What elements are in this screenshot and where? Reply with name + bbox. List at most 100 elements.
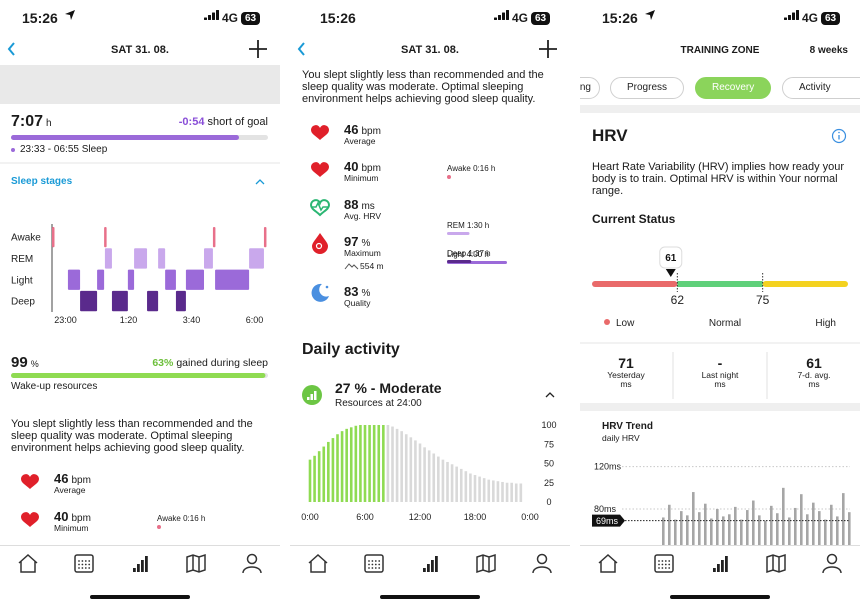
resources-number: 99	[11, 354, 28, 371]
tab[interactable]: Recovery	[695, 77, 771, 99]
bar	[806, 514, 809, 545]
metric-value: 46 bpm	[54, 470, 91, 488]
bar	[492, 480, 495, 502]
signal-bar	[784, 17, 787, 20]
nav-calendar-dot	[668, 563, 671, 566]
bar	[377, 425, 381, 502]
stat-value: 61	[806, 355, 822, 371]
metric-label: Average	[54, 485, 86, 495]
x-tick-label: 3:40	[183, 315, 201, 325]
info-icon	[831, 128, 847, 144]
nav-profile-head	[826, 553, 838, 565]
bar	[432, 453, 436, 502]
nav-calendar-dot	[668, 567, 671, 569]
nav-stats	[717, 564, 720, 572]
stage-total-bar	[447, 260, 472, 263]
stage-segment	[80, 290, 98, 312]
bar	[437, 456, 440, 502]
bar	[336, 434, 339, 502]
back-button	[7, 42, 15, 56]
back-button	[297, 42, 305, 56]
stage-segment	[249, 248, 264, 269]
bar	[746, 510, 749, 545]
metric-number: 40	[344, 159, 359, 174]
stage-segment	[111, 290, 128, 312]
hrv-description: Heart Rate Variability (HRV) implies how…	[592, 161, 845, 197]
signal-bar	[792, 12, 795, 20]
bar	[510, 482, 513, 502]
metric-unit: bpm	[361, 126, 381, 137]
bar	[698, 512, 701, 545]
sleep-note: You slept slightly less than recommended…	[11, 418, 253, 454]
info-icon-dot	[838, 131, 840, 134]
gauge-marker-pointer	[665, 269, 676, 277]
signal-bar	[506, 10, 509, 20]
nav-home	[308, 553, 328, 573]
stat-unit: ms	[808, 379, 820, 389]
status-time: 15:26	[22, 10, 58, 26]
stage-total-label: REM 1:30 h	[447, 221, 490, 230]
bar	[734, 506, 737, 545]
nav-stats	[427, 564, 430, 572]
nav-calendar-dot	[81, 567, 84, 569]
sleep-duration: 7:07 h	[11, 113, 52, 131]
bar	[372, 425, 376, 502]
nav-calendar	[74, 554, 94, 573]
nav-stats	[725, 556, 728, 572]
nav-calendar-dot	[661, 563, 664, 566]
signal-bar	[788, 15, 791, 20]
signal-bar	[796, 10, 799, 20]
bar	[391, 426, 394, 502]
activity-level: 27 % - Moderate	[335, 380, 442, 396]
y-tick-label: 80ms	[594, 504, 617, 514]
bar	[340, 431, 344, 502]
bar	[331, 438, 335, 502]
stage-segment	[165, 269, 176, 290]
bar	[782, 487, 785, 545]
bar	[478, 476, 481, 502]
nav-calendar-dot	[78, 567, 80, 569]
bar	[794, 507, 797, 545]
bar	[487, 479, 491, 502]
baseline-tag	[592, 514, 625, 527]
bar	[770, 505, 773, 545]
bar	[349, 427, 353, 502]
gauge-marker-label: 61	[665, 253, 677, 264]
battery: 63	[241, 12, 260, 25]
baseline-label: 69ms	[596, 516, 619, 526]
stage-segment	[185, 269, 205, 290]
tab[interactable]: Activity	[782, 77, 860, 99]
signal-bar	[208, 15, 211, 20]
stage-total-label: Deep 1:37 h	[447, 249, 491, 258]
metric-unit: bpm	[71, 513, 91, 524]
bar	[496, 481, 500, 502]
zone-label: High	[815, 318, 836, 329]
battery: 63	[821, 12, 840, 25]
section-toggle[interactable]: Sleep stages	[11, 176, 73, 187]
metric-label: Avg. HRV	[344, 211, 382, 221]
nav-calendar-dot	[664, 563, 667, 566]
tab[interactable]: Progress	[610, 77, 684, 99]
header-title: SAT 31. 08.	[111, 44, 169, 56]
battery: 63	[531, 12, 550, 25]
resources-gain: 63% gained during sleep	[152, 357, 268, 369]
bar	[395, 428, 399, 502]
altitude-icon	[344, 263, 359, 270]
bar	[345, 428, 348, 502]
bar	[427, 450, 431, 502]
goal-deficit: -0:54	[178, 116, 205, 128]
stage-label: Deep	[11, 297, 35, 308]
stage-segment	[97, 269, 105, 290]
bar	[716, 509, 719, 545]
bar	[752, 500, 755, 545]
tab[interactable]: ng	[580, 77, 600, 99]
activity-icon-bar	[314, 391, 317, 400]
header-range[interactable]: 8 weeks	[809, 45, 848, 56]
bar	[382, 425, 385, 502]
stat-value: 71	[618, 355, 634, 371]
location-icon	[645, 10, 655, 20]
stage-segment	[204, 248, 213, 269]
stage-total-bar	[157, 525, 161, 529]
nav-stats	[435, 556, 438, 572]
x-tick-label: 0:00	[521, 512, 539, 522]
